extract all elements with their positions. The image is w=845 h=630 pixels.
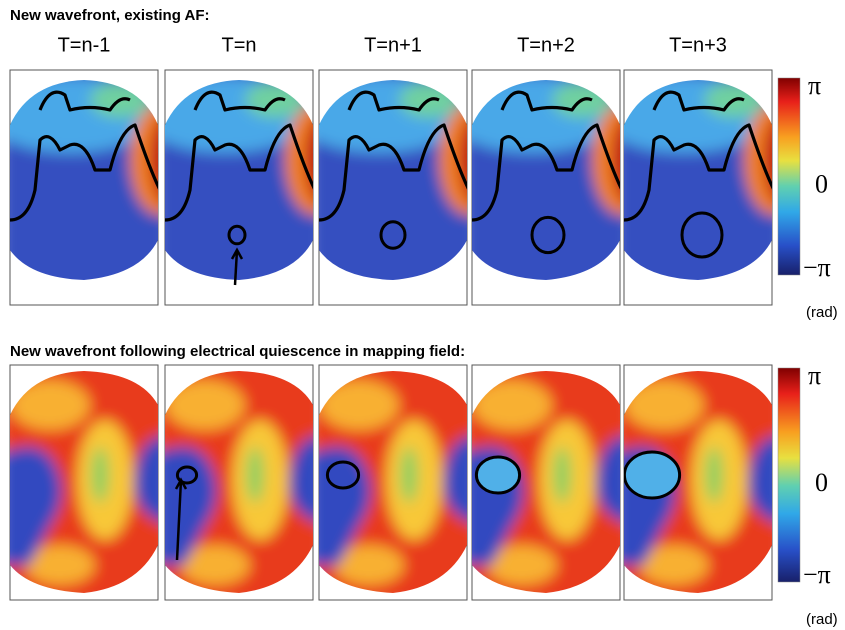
colorbar-label: −π — [803, 560, 831, 589]
colorbar-label: π — [808, 361, 821, 390]
field — [246, 447, 264, 503]
panel-title: New wavefront following electrical quies… — [10, 343, 465, 360]
panel-title: New wavefront, existing AF: — [10, 7, 209, 24]
column-label: T=n+1 — [364, 34, 422, 56]
colorbar — [778, 78, 800, 275]
contour — [624, 452, 679, 498]
field — [705, 447, 723, 503]
figure: New wavefront, existing AF: New wavefron… — [0, 0, 845, 630]
colorbar — [778, 368, 800, 582]
field — [553, 447, 571, 503]
colorbar-label: π — [808, 71, 821, 100]
colorbar-label: 0 — [815, 169, 828, 198]
field — [400, 447, 418, 503]
colorbar-label: −π — [803, 253, 831, 282]
column-label: T=n-1 — [58, 34, 111, 56]
page: New wavefront, existing AF: New wavefron… — [0, 0, 845, 630]
colorbar-label: 0 — [815, 468, 828, 497]
colorbar-unit: (rad) — [806, 611, 838, 628]
column-label: T=n+3 — [669, 34, 727, 56]
colorbar-unit: (rad) — [806, 304, 838, 321]
column-label: T=n+2 — [517, 34, 575, 56]
column-label: T=n — [221, 34, 256, 56]
contour — [476, 457, 519, 493]
field — [91, 447, 109, 503]
